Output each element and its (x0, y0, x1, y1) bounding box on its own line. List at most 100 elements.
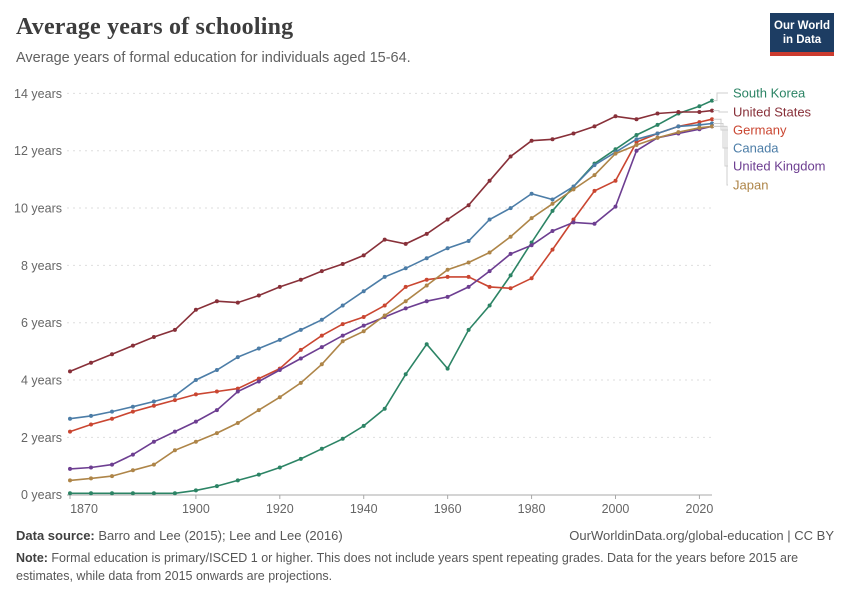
data-point-japan-1905[interactable] (214, 431, 219, 436)
series-canada[interactable] (68, 121, 714, 421)
data-point-canada-2020[interactable] (697, 122, 702, 127)
owid-url-link[interactable]: OurWorldinData.org/global-education | CC… (569, 528, 834, 543)
data-point-united-kingdom-1955[interactable] (424, 299, 429, 304)
series-germany[interactable] (68, 117, 714, 434)
data-point-south-korea-1975[interactable] (508, 273, 513, 278)
data-point-japan-1985[interactable] (550, 201, 555, 206)
data-point-united-kingdom-1965[interactable] (466, 284, 471, 289)
data-point-united-states-1995[interactable] (592, 124, 597, 129)
series-japan[interactable] (68, 124, 714, 483)
data-point-south-korea-2020[interactable] (697, 104, 702, 109)
data-point-japan-1940[interactable] (361, 329, 366, 334)
data-point-south-korea-1985[interactable] (550, 208, 555, 213)
data-point-south-korea-1870[interactable] (68, 491, 72, 496)
data-point-south-korea-1935[interactable] (340, 436, 345, 441)
data-point-canada-1955[interactable] (424, 256, 429, 261)
data-point-south-korea-2005[interactable] (634, 133, 639, 137)
data-point-canada-1995[interactable] (592, 163, 597, 168)
data-point-united-states-1950[interactable] (403, 241, 408, 246)
data-point-south-korea-1920[interactable] (277, 465, 282, 470)
data-point-united-kingdom-2000[interactable] (613, 204, 618, 209)
data-point-united-kingdom-1870[interactable] (68, 466, 72, 471)
data-point-united-states-1930[interactable] (319, 269, 324, 274)
data-point-united-states-2020[interactable] (697, 110, 702, 114)
data-point-japan-1995[interactable] (592, 173, 597, 178)
data-point-united-kingdom-1880[interactable] (110, 462, 114, 467)
series-south-korea[interactable] (68, 98, 714, 496)
data-point-canada-1920[interactable] (277, 337, 282, 342)
data-point-south-korea-2010[interactable] (655, 122, 660, 127)
data-point-germany-1880[interactable] (110, 416, 114, 421)
data-point-united-states-1915[interactable] (256, 293, 261, 298)
data-point-united-states-2010[interactable] (655, 111, 660, 116)
data-point-canada-1945[interactable] (382, 274, 387, 279)
data-point-united-states-1895[interactable] (172, 327, 177, 332)
data-point-united-kingdom-1910[interactable] (235, 389, 240, 394)
data-point-canada-1930[interactable] (319, 317, 324, 322)
data-point-japan-2015[interactable] (676, 130, 681, 135)
data-point-japan-1935[interactable] (340, 339, 345, 344)
data-point-united-kingdom-1875[interactable] (89, 465, 93, 470)
data-point-canada-1875[interactable] (89, 413, 93, 418)
data-point-united-states-1985[interactable] (550, 137, 555, 142)
series-line-canada[interactable] (69, 122, 713, 420)
data-point-japan-2023[interactable] (710, 124, 714, 129)
data-point-united-states-1955[interactable] (424, 231, 429, 236)
data-point-canada-1990[interactable] (571, 184, 576, 189)
data-point-united-states-1925[interactable] (298, 277, 303, 282)
data-point-united-states-1970[interactable] (487, 178, 492, 183)
data-point-united-states-1905[interactable] (214, 299, 219, 304)
data-point-germany-1975[interactable] (508, 286, 513, 291)
data-point-japan-1960[interactable] (445, 267, 450, 272)
data-point-canada-1935[interactable] (340, 303, 345, 308)
data-point-germany-1965[interactable] (466, 274, 471, 279)
data-point-united-kingdom-1930[interactable] (319, 345, 324, 350)
data-point-south-korea-1915[interactable] (256, 472, 261, 477)
data-point-japan-1955[interactable] (424, 283, 429, 288)
data-point-germany-1930[interactable] (319, 333, 324, 338)
data-point-united-kingdom-1885[interactable] (130, 452, 135, 457)
data-point-japan-1875[interactable] (89, 476, 93, 481)
series-line-germany[interactable] (69, 118, 713, 433)
data-point-canada-2005[interactable] (634, 137, 639, 142)
data-point-canada-1870[interactable] (68, 416, 72, 421)
data-point-japan-1900[interactable] (193, 439, 198, 444)
data-point-united-states-1875[interactable] (89, 360, 93, 365)
data-point-germany-1925[interactable] (298, 347, 303, 352)
data-point-united-states-1920[interactable] (277, 284, 282, 289)
data-point-japan-1925[interactable] (298, 380, 303, 385)
data-point-south-korea-1910[interactable] (235, 478, 240, 483)
data-point-japan-2020[interactable] (697, 125, 702, 130)
data-point-canada-2010[interactable] (655, 131, 660, 136)
data-point-canada-1970[interactable] (487, 217, 492, 222)
series-line-united-states[interactable] (69, 109, 713, 373)
legend-label-japan[interactable]: Japan (733, 178, 768, 193)
data-point-canada-2015[interactable] (676, 124, 681, 129)
data-point-canada-1975[interactable] (508, 206, 513, 211)
data-point-united-kingdom-1905[interactable] (214, 408, 219, 413)
data-point-japan-2005[interactable] (634, 143, 639, 147)
data-point-canada-1890[interactable] (151, 399, 156, 404)
data-point-south-korea-1885[interactable] (130, 491, 135, 496)
data-point-united-kingdom-1995[interactable] (592, 221, 597, 226)
data-point-canada-1940[interactable] (361, 289, 366, 294)
data-point-south-korea-1905[interactable] (214, 484, 219, 489)
data-point-south-korea-1940[interactable] (361, 423, 366, 428)
data-point-united-states-1890[interactable] (151, 335, 156, 339)
data-point-germany-1915[interactable] (256, 376, 261, 381)
data-point-south-korea-1930[interactable] (319, 446, 324, 451)
data-point-south-korea-1955[interactable] (424, 342, 429, 347)
data-point-united-states-1935[interactable] (340, 262, 345, 266)
legend-label-canada[interactable]: Canada (733, 141, 779, 156)
data-point-united-states-1965[interactable] (466, 203, 471, 208)
data-point-germany-2005[interactable] (634, 140, 639, 145)
data-point-canada-1965[interactable] (466, 239, 471, 243)
data-point-japan-1980[interactable] (529, 216, 534, 221)
data-point-germany-1870[interactable] (68, 429, 72, 434)
data-point-south-korea-1945[interactable] (382, 406, 387, 411)
data-point-japan-1920[interactable] (277, 395, 282, 400)
data-point-united-kingdom-1960[interactable] (445, 294, 450, 299)
data-point-united-kingdom-1935[interactable] (340, 333, 345, 338)
series-line-united-kingdom[interactable] (69, 125, 713, 470)
